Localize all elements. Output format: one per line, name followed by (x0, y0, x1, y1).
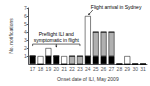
svg-text:3: 3 (24, 37, 27, 43)
svg-text:28: 28 (117, 66, 123, 72)
svg-text:24: 24 (85, 66, 91, 72)
svg-text:Preflight ILI and: Preflight ILI and (38, 31, 74, 38)
svg-text:26: 26 (101, 66, 107, 72)
svg-text:29: 29 (124, 66, 130, 72)
svg-text:4: 4 (24, 29, 27, 35)
svg-text:6: 6 (24, 13, 27, 19)
svg-text:5: 5 (24, 21, 27, 27)
svg-text:27: 27 (109, 66, 115, 72)
svg-text:30: 30 (132, 66, 138, 72)
svg-text:25: 25 (93, 66, 99, 72)
svg-text:Flight arrival in Sydney: Flight arrival in Sydney (91, 4, 142, 10)
svg-text:2: 2 (24, 45, 27, 51)
svg-text:18: 18 (38, 66, 44, 72)
svg-text:21: 21 (61, 66, 67, 72)
svg-text:31: 31 (140, 66, 146, 72)
svg-text:20: 20 (54, 66, 60, 72)
svg-text:symptomatic in flight: symptomatic in flight (34, 37, 80, 43)
svg-text:Onset date of ILI, May 2009: Onset date of ILI, May 2009 (57, 76, 119, 82)
svg-text:No. notifications: No. notifications (8, 18, 14, 54)
svg-text:19: 19 (46, 66, 52, 72)
svg-text:22: 22 (69, 66, 75, 72)
svg-text:7: 7 (24, 5, 27, 11)
svg-text:1: 1 (24, 53, 27, 59)
svg-text:23: 23 (77, 66, 83, 72)
svg-text:17: 17 (30, 66, 36, 72)
